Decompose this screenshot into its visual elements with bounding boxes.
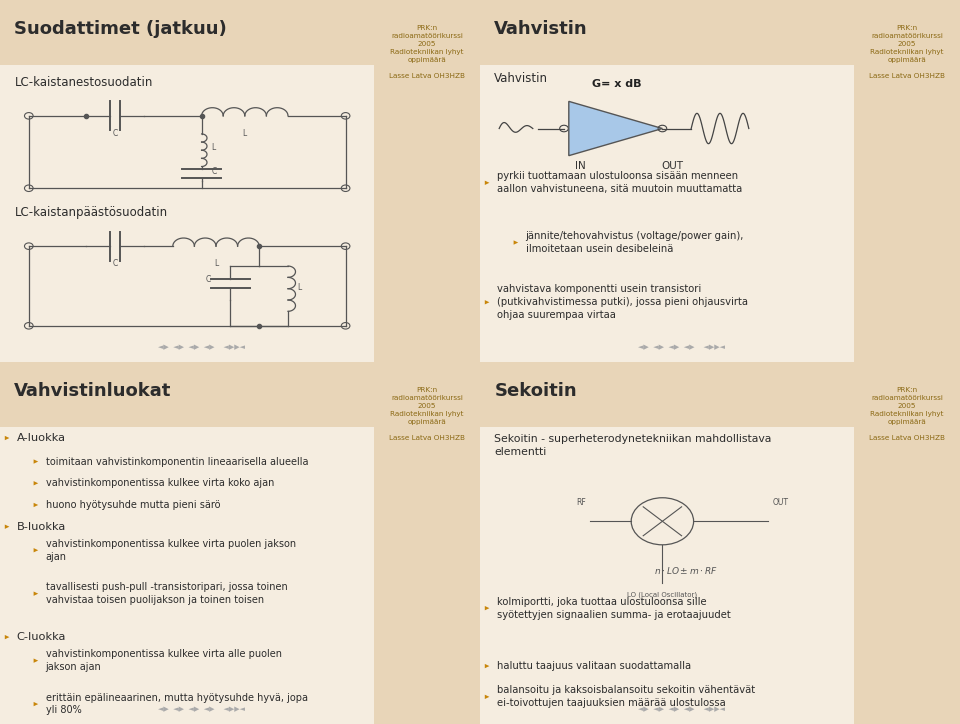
Polygon shape xyxy=(34,481,38,485)
Text: PRK:n
radioamatöörikurssi
2005
Radiotekniikan lyhyt
oppimäärä

Lasse Latva OH3HZ: PRK:n radioamatöörikurssi 2005 Radiotekn… xyxy=(389,25,466,80)
Text: LNA (low noise amplifier) = pienikohinainen
etuvahvistin, PA (power amplifier) =: LNA (low noise amplifier) = pienikohinai… xyxy=(497,378,749,400)
Text: haluttu taajuus valitaan suodattamalla: haluttu taajuus valitaan suodattamalla xyxy=(497,661,691,671)
Text: tavallisesti push-pull -transistoripari, jossa toinen
vahvistaa toisen puolijaks: tavallisesti push-pull -transistoripari,… xyxy=(46,582,287,605)
Text: huono hyötysuhde mutta pieni särö: huono hyötysuhde mutta pieni särö xyxy=(46,500,220,510)
FancyBboxPatch shape xyxy=(374,0,480,362)
Text: C: C xyxy=(211,167,216,176)
Text: $n \cdot LO \pm m \cdot RF$: $n \cdot LO \pm m \cdot RF$ xyxy=(655,565,718,576)
Text: toimitaan vahvistinkomponentin lineaarisella alueella: toimitaan vahvistinkomponentin lineaaris… xyxy=(46,457,308,466)
Polygon shape xyxy=(34,502,38,507)
Text: ◄▶  ◄▶  ◄▶  ◄▶    ◄▶▶◄: ◄▶ ◄▶ ◄▶ ◄▶ ◄▶▶◄ xyxy=(638,707,725,712)
Text: L: L xyxy=(211,143,215,152)
Text: LO (Local Oscillator): LO (Local Oscillator) xyxy=(627,592,698,598)
Text: vahvistinkomponentissa kulkee virta koko ajan: vahvistinkomponentissa kulkee virta koko… xyxy=(46,479,274,488)
Text: pyrkii tuottamaan ulostuloonsa sisään menneen
aallon vahvistuneena, sitä muutoin: pyrkii tuottamaan ulostuloonsa sisään me… xyxy=(497,172,742,194)
FancyBboxPatch shape xyxy=(0,0,374,65)
Text: PRK:n
radioamatöörikurssi
2005
Radiotekniikan lyhyt
oppimäärä

Lasse Latva OH3HZ: PRK:n radioamatöörikurssi 2005 Radiotekn… xyxy=(389,387,466,442)
Polygon shape xyxy=(485,664,490,668)
Text: C: C xyxy=(112,259,118,268)
Text: erittäin epälineaarinen, mutta hyötysuhde hyvä, jopa
yli 80%: erittäin epälineaarinen, mutta hyötysuhd… xyxy=(46,693,307,715)
Text: L: L xyxy=(298,282,301,292)
Text: vahvistinkomponentissa kulkee virta puolen jakson
ajan: vahvistinkomponentissa kulkee virta puol… xyxy=(46,539,296,562)
Polygon shape xyxy=(34,460,38,464)
Text: Vahvistinluokat: Vahvistinluokat xyxy=(14,382,172,400)
Text: ◄▶  ◄▶  ◄▶  ◄▶    ◄▶▶◄: ◄▶ ◄▶ ◄▶ ◄▶ ◄▶▶◄ xyxy=(158,345,245,350)
Text: C: C xyxy=(112,129,118,138)
Text: kolmiportti, joka tuottaa ulostuloonsa sille
syötettyjen signaalien summa- ja er: kolmiportti, joka tuottaa ulostuloonsa s… xyxy=(497,597,731,620)
Polygon shape xyxy=(34,548,38,552)
Polygon shape xyxy=(34,659,38,663)
Text: vahvistava komponentti usein transistori
(putkivahvistimessa putki), jossa pieni: vahvistava komponentti usein transistori… xyxy=(497,285,748,320)
Text: C-luokka: C-luokka xyxy=(17,632,66,642)
Polygon shape xyxy=(485,387,490,391)
Polygon shape xyxy=(5,635,10,639)
Text: OUT: OUT xyxy=(773,498,789,507)
Text: ◄▶  ◄▶  ◄▶  ◄▶    ◄▶▶◄: ◄▶ ◄▶ ◄▶ ◄▶ ◄▶▶◄ xyxy=(158,707,245,712)
Polygon shape xyxy=(568,101,662,156)
Polygon shape xyxy=(485,606,490,610)
Text: Vahvistin: Vahvistin xyxy=(494,20,588,38)
Text: L: L xyxy=(243,129,247,138)
FancyBboxPatch shape xyxy=(374,362,480,724)
Text: G= x dB: G= x dB xyxy=(592,79,641,89)
FancyBboxPatch shape xyxy=(0,362,374,427)
Text: RF: RF xyxy=(576,498,586,507)
Text: B-luokka: B-luokka xyxy=(17,522,66,531)
FancyBboxPatch shape xyxy=(480,0,854,65)
Polygon shape xyxy=(34,702,38,707)
Polygon shape xyxy=(485,300,490,304)
Text: Sekoitin: Sekoitin xyxy=(494,382,577,400)
Text: LC-kaistanestosuodatin: LC-kaistanestosuodatin xyxy=(14,76,153,89)
FancyBboxPatch shape xyxy=(854,362,960,724)
Text: balansoitu ja kaksoisbalansoitu sekoitin vähentävät
ei-toivottujen taajuuksien m: balansoitu ja kaksoisbalansoitu sekoitin… xyxy=(497,686,755,708)
Text: Sekoitin - superheterodynetekniikan mahdollistava
elementti: Sekoitin - superheterodynetekniikan mahd… xyxy=(494,434,772,457)
Polygon shape xyxy=(5,436,10,440)
FancyBboxPatch shape xyxy=(480,362,854,427)
Polygon shape xyxy=(5,524,10,529)
Polygon shape xyxy=(485,181,490,185)
Polygon shape xyxy=(34,592,38,596)
Polygon shape xyxy=(485,695,490,699)
Text: C: C xyxy=(206,275,211,285)
FancyBboxPatch shape xyxy=(854,0,960,362)
Text: LC-kaistanpäästösuodatin: LC-kaistanpäästösuodatin xyxy=(14,206,168,219)
Text: A-luokka: A-luokka xyxy=(17,433,66,443)
Text: jännite/tehovahvistus (voltage/power gain),
ilmoitetaan usein desibeleinä: jännite/tehovahvistus (voltage/power gai… xyxy=(526,231,744,254)
Text: PRK:n
radioamatöörikurssi
2005
Radiotekniikan lyhyt
oppimäärä

Lasse Latva OH3HZ: PRK:n radioamatöörikurssi 2005 Radiotekn… xyxy=(869,25,946,80)
Text: vahvistinkomponentissa kulkee virta alle puolen
jakson ajan: vahvistinkomponentissa kulkee virta alle… xyxy=(46,649,281,672)
Text: IN: IN xyxy=(575,161,587,171)
Polygon shape xyxy=(514,240,518,245)
Text: Vahvistin: Vahvistin xyxy=(494,72,548,85)
Text: Suodattimet (jatkuu): Suodattimet (jatkuu) xyxy=(14,20,228,38)
Text: L: L xyxy=(214,259,218,268)
Text: PRK:n
radioamatöörikurssi
2005
Radiotekniikan lyhyt
oppimäärä

Lasse Latva OH3HZ: PRK:n radioamatöörikurssi 2005 Radiotekn… xyxy=(869,387,946,442)
Text: OUT: OUT xyxy=(661,161,683,171)
Text: ◄▶  ◄▶  ◄▶  ◄▶    ◄▶▶◄: ◄▶ ◄▶ ◄▶ ◄▶ ◄▶▶◄ xyxy=(638,345,725,350)
